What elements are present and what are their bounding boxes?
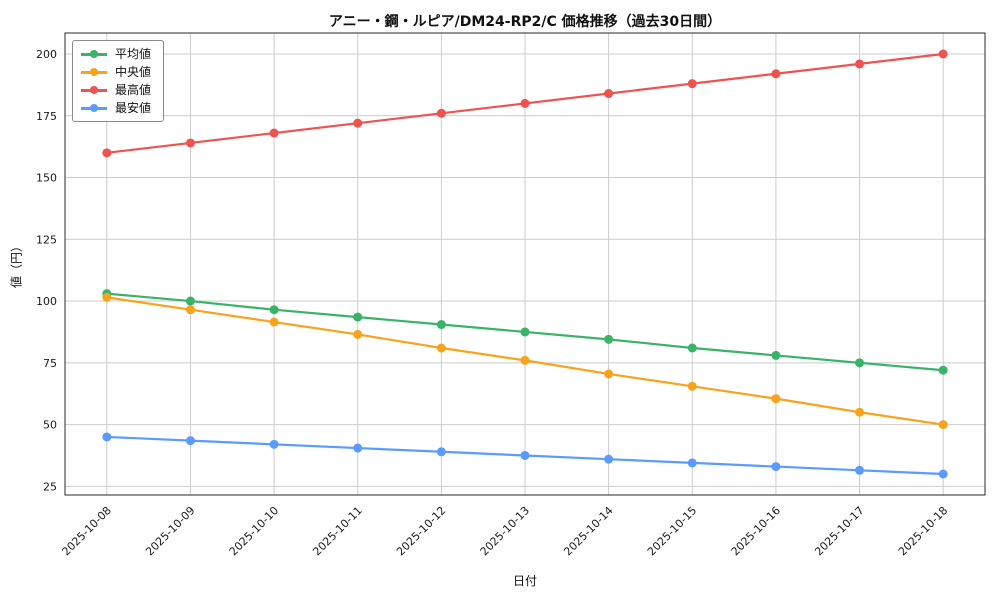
legend-label: 平均値 [115, 47, 152, 61]
gridlines [65, 33, 985, 495]
y-tick-label: 150 [36, 172, 57, 185]
x-axis-label: 日付 [512, 574, 537, 588]
data-point [185, 296, 195, 306]
legend-item: 中央値 [81, 66, 151, 78]
data-point [687, 79, 697, 89]
x-tick-label: 2025-10-14 [561, 504, 615, 558]
legend-item: 平均値 [81, 48, 151, 60]
legend-marker-icon [81, 85, 107, 95]
data-point [938, 420, 948, 430]
data-point [353, 312, 363, 322]
x-tick-label: 2025-10-15 [645, 504, 699, 558]
data-point [269, 439, 279, 449]
data-point [855, 59, 865, 69]
data-point [855, 407, 865, 417]
data-point [185, 436, 195, 446]
series-3 [102, 432, 948, 479]
data-point [102, 432, 112, 442]
y-tick-labels: 25 50 75 100 125 150 175 200 [36, 48, 57, 493]
data-point [520, 327, 530, 337]
data-point [771, 394, 781, 404]
data-point [604, 334, 614, 344]
y-tick-label: 200 [36, 48, 57, 61]
legend-marker-icon [81, 103, 107, 113]
legend-label: 中央値 [115, 65, 152, 79]
legend-marker-icon [81, 49, 107, 59]
x-tick-label: 2025-10-12 [394, 504, 448, 558]
plot-border [64, 32, 986, 496]
data-point [102, 148, 112, 158]
x-tick-label: 2025-10-16 [729, 504, 783, 558]
data-point [520, 450, 530, 460]
legend: 平均値中央値最高値最安値 [72, 40, 165, 122]
x-tick-labels: 2025-10-08 2025-10-09 2025-10-10 2025-10-11… [60, 504, 951, 558]
data-point [771, 462, 781, 472]
data-point [604, 369, 614, 379]
series-1 [102, 292, 948, 430]
data-point [436, 108, 446, 118]
data-point [687, 343, 697, 353]
data-point [938, 49, 948, 59]
y-tick-label: 175 [36, 110, 57, 123]
y-tick-label: 125 [36, 233, 57, 246]
data-point [604, 89, 614, 99]
y-tick-label: 100 [36, 295, 57, 308]
x-tick-label: 2025-10-10 [227, 504, 281, 558]
data-point [604, 454, 614, 464]
data-point [185, 305, 195, 315]
legend-item: 最高値 [81, 84, 151, 96]
data-point [102, 292, 112, 302]
y-tick-label: 75 [43, 357, 57, 370]
x-tick-label: 2025-10-13 [478, 504, 532, 558]
data-point [269, 305, 279, 315]
data-point [436, 320, 446, 330]
data-point [353, 329, 363, 339]
legend-label: 最高値 [115, 83, 152, 97]
data-point [855, 358, 865, 368]
x-tick-label: 2025-10-09 [143, 504, 197, 558]
x-tick-label: 2025-10-11 [310, 504, 364, 558]
legend-item: 最安値 [81, 102, 151, 114]
y-tick-label: 50 [43, 419, 57, 432]
series-2 [102, 49, 948, 158]
data-point [269, 317, 279, 327]
data-point [353, 443, 363, 453]
data-point [353, 118, 363, 128]
chart-title: アニー・鋼・ルピア/DM24-RP2/C 価格推移（過去30日間） [328, 14, 722, 30]
x-tick-label: 2025-10-18 [896, 504, 950, 558]
data-point [687, 458, 697, 468]
data-point [520, 355, 530, 365]
data-point [520, 98, 530, 108]
series-0 [102, 289, 948, 375]
data-point [687, 381, 697, 391]
data-point [771, 350, 781, 360]
data-point [269, 128, 279, 138]
data-point [185, 138, 195, 148]
y-tick-label: 25 [43, 480, 57, 493]
data-point [436, 343, 446, 353]
data-point [938, 365, 948, 375]
x-tick-label: 2025-10-08 [60, 504, 114, 558]
legend-label: 最安値 [115, 101, 152, 115]
data-point [938, 469, 948, 479]
data-point [855, 465, 865, 475]
x-tick-label: 2025-10-17 [812, 504, 866, 558]
data-point [436, 447, 446, 457]
legend-marker-icon [81, 67, 107, 77]
data-point [771, 69, 781, 79]
